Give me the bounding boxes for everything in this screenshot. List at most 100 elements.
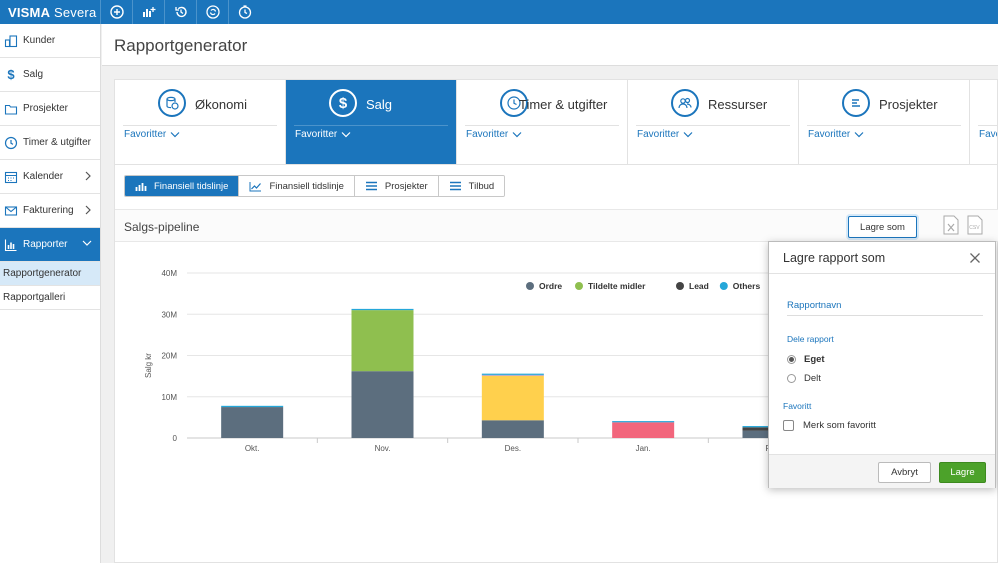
bar-segment [481,374,544,376]
radio-own-label: Eget [804,354,825,365]
category-ressurser[interactable]: Ressurser Favoritter [628,80,799,166]
sidebar-item-salg[interactable]: $ Salg [0,58,100,92]
favorite-checkbox[interactable]: Merk som favoritt [783,420,876,431]
sidebar-item-label: Salg [23,69,44,80]
bar-segment [351,371,414,438]
sidebar-subitem-label: Rapportgalleri [3,292,66,303]
tab-financial-timeline-bar[interactable]: Finansiell tidslinje [125,176,240,196]
list-icon [449,181,462,191]
calendar-icon [4,170,18,184]
category-more[interactable]: Favo [970,80,997,166]
line-chart-icon [249,181,262,192]
category-label: Økonomi [195,97,248,112]
main-area: Rapportgenerator Økonomi Favoritter $ Sa… [102,24,998,563]
save-as-button[interactable]: Lagre som [848,216,917,238]
dialog-title: Lagre rapport som [783,251,886,265]
favorites-dropdown[interactable]: Favoritter [808,129,864,140]
sidebar-item-prosjekter[interactable]: Prosjekter [0,92,100,126]
sidebar-item-rapporter[interactable]: Rapporter [0,228,100,262]
page-title: Rapportgenerator [114,36,248,55]
y-tick-label: 40M [161,269,177,278]
new-report-icon[interactable] [132,0,164,24]
brand-logo[interactable]: VISMA Severa [8,4,97,20]
legend-marker [575,282,583,290]
top-bar: VISMA Severa [0,0,998,24]
y-tick-label: 10M [161,393,177,402]
category-label: Salg [366,97,393,112]
category-okonomi[interactable]: Økonomi Favoritter [115,80,286,166]
chevron-right-icon [84,171,92,184]
dollar-icon: $ [7,67,15,82]
favorites-label: Favoritter [637,129,680,140]
clock-icon [500,89,528,117]
history-icon[interactable] [164,0,196,24]
favorites-dropdown[interactable]: Favoritter [124,129,180,140]
excel-export-icon[interactable] [943,215,959,235]
bar-chart-icon [135,181,147,191]
dollar-icon: $ [329,89,357,117]
invoice-icon [4,204,18,218]
sidebar-subitem-rapportgalleri[interactable]: Rapportgalleri [0,286,100,310]
report-panel: Finansiell tidslinje Finansiell tidslinj… [114,164,998,563]
x-tick-label: Nov. [375,444,391,453]
favorites-dropdown[interactable]: Favo [979,129,997,140]
bar-segment [351,310,414,372]
sync-icon[interactable] [196,0,228,24]
category-salg[interactable]: $ Salg Favoritter [286,80,457,166]
radio-shared[interactable]: Delt [787,373,821,384]
legend-marker [676,282,684,290]
chevron-down-icon [170,132,180,138]
csv-export-icon[interactable]: CSV [967,215,983,235]
favorites-label: Favoritter [124,129,167,140]
legend-label: Lead [689,281,709,291]
favorites-label: Favo [979,129,997,140]
svg-text:CSV: CSV [969,225,980,231]
y-tick-label: 0 [173,434,178,443]
favorites-label: Favoritter [808,129,851,140]
category-prosjekter[interactable]: Prosjekter Favoritter [799,80,970,166]
favorites-label: Favoritter [466,129,509,140]
favorites-dropdown[interactable]: Favoritter [637,129,693,140]
tab-label: Prosjekter [384,180,428,192]
timer-icon[interactable] [228,0,260,24]
sidebar-item-label: Kalender [23,171,64,182]
x-tick-label: Okt. [245,444,260,453]
share-label: Dele rapport [787,334,834,344]
report-categories: Økonomi Favoritter $ Salg Favoritter Tim… [114,79,998,167]
report-name-input[interactable]: Rapportnavn [787,296,983,316]
close-icon[interactable] [969,251,981,263]
tab-financial-timeline-line[interactable]: Finansiell tidslinje [239,176,355,196]
tab-tilbud[interactable]: Tilbud [438,176,505,196]
sidebar: Kunder $ Salg Prosjekter Timer & utgifte… [0,24,101,563]
legend-label: Others [733,281,761,291]
sidebar-item-timer[interactable]: Timer & utgifter [0,126,100,160]
category-label: Prosjekter [879,97,938,112]
radio-shared-label: Delt [804,373,821,384]
finance-icon [158,89,186,117]
sidebar-subitem-rapportgenerator[interactable]: Rapportgenerator [0,262,100,286]
projects-icon [842,89,870,117]
sidebar-item-label: Kunder [23,35,56,46]
tab-prosjekter[interactable]: Prosjekter [354,176,439,196]
category-label: Timer & utgifter [519,97,608,112]
add-icon[interactable] [100,0,132,24]
category-label: Ressurser [708,97,768,112]
legend-label: Tildelte midler [588,281,646,291]
sidebar-item-label: Timer & utgifter [23,137,91,148]
favorites-dropdown[interactable]: Favoritter [295,129,351,140]
x-tick-label: Des. [505,444,521,453]
cancel-button[interactable]: Avbryt [878,462,931,483]
radio-own[interactable]: Eget [787,354,825,365]
chevron-right-icon [84,205,92,218]
sidebar-item-fakturering[interactable]: Fakturering [0,194,100,228]
sidebar-item-label: Fakturering [23,205,74,216]
save-button[interactable]: Lagre [939,462,986,483]
chevron-down-icon [341,132,351,138]
sidebar-item-kalender[interactable]: Kalender [0,160,100,194]
tab-label: Finansiell tidslinje [154,180,229,192]
tab-label: Tilbud [468,180,495,192]
category-timer[interactable]: Timer & utgifter Favoritter [457,80,628,166]
favorites-dropdown[interactable]: Favoritter [466,129,522,140]
sidebar-item-label: Prosjekter [23,103,69,114]
sidebar-item-kunder[interactable]: Kunder [0,24,100,58]
